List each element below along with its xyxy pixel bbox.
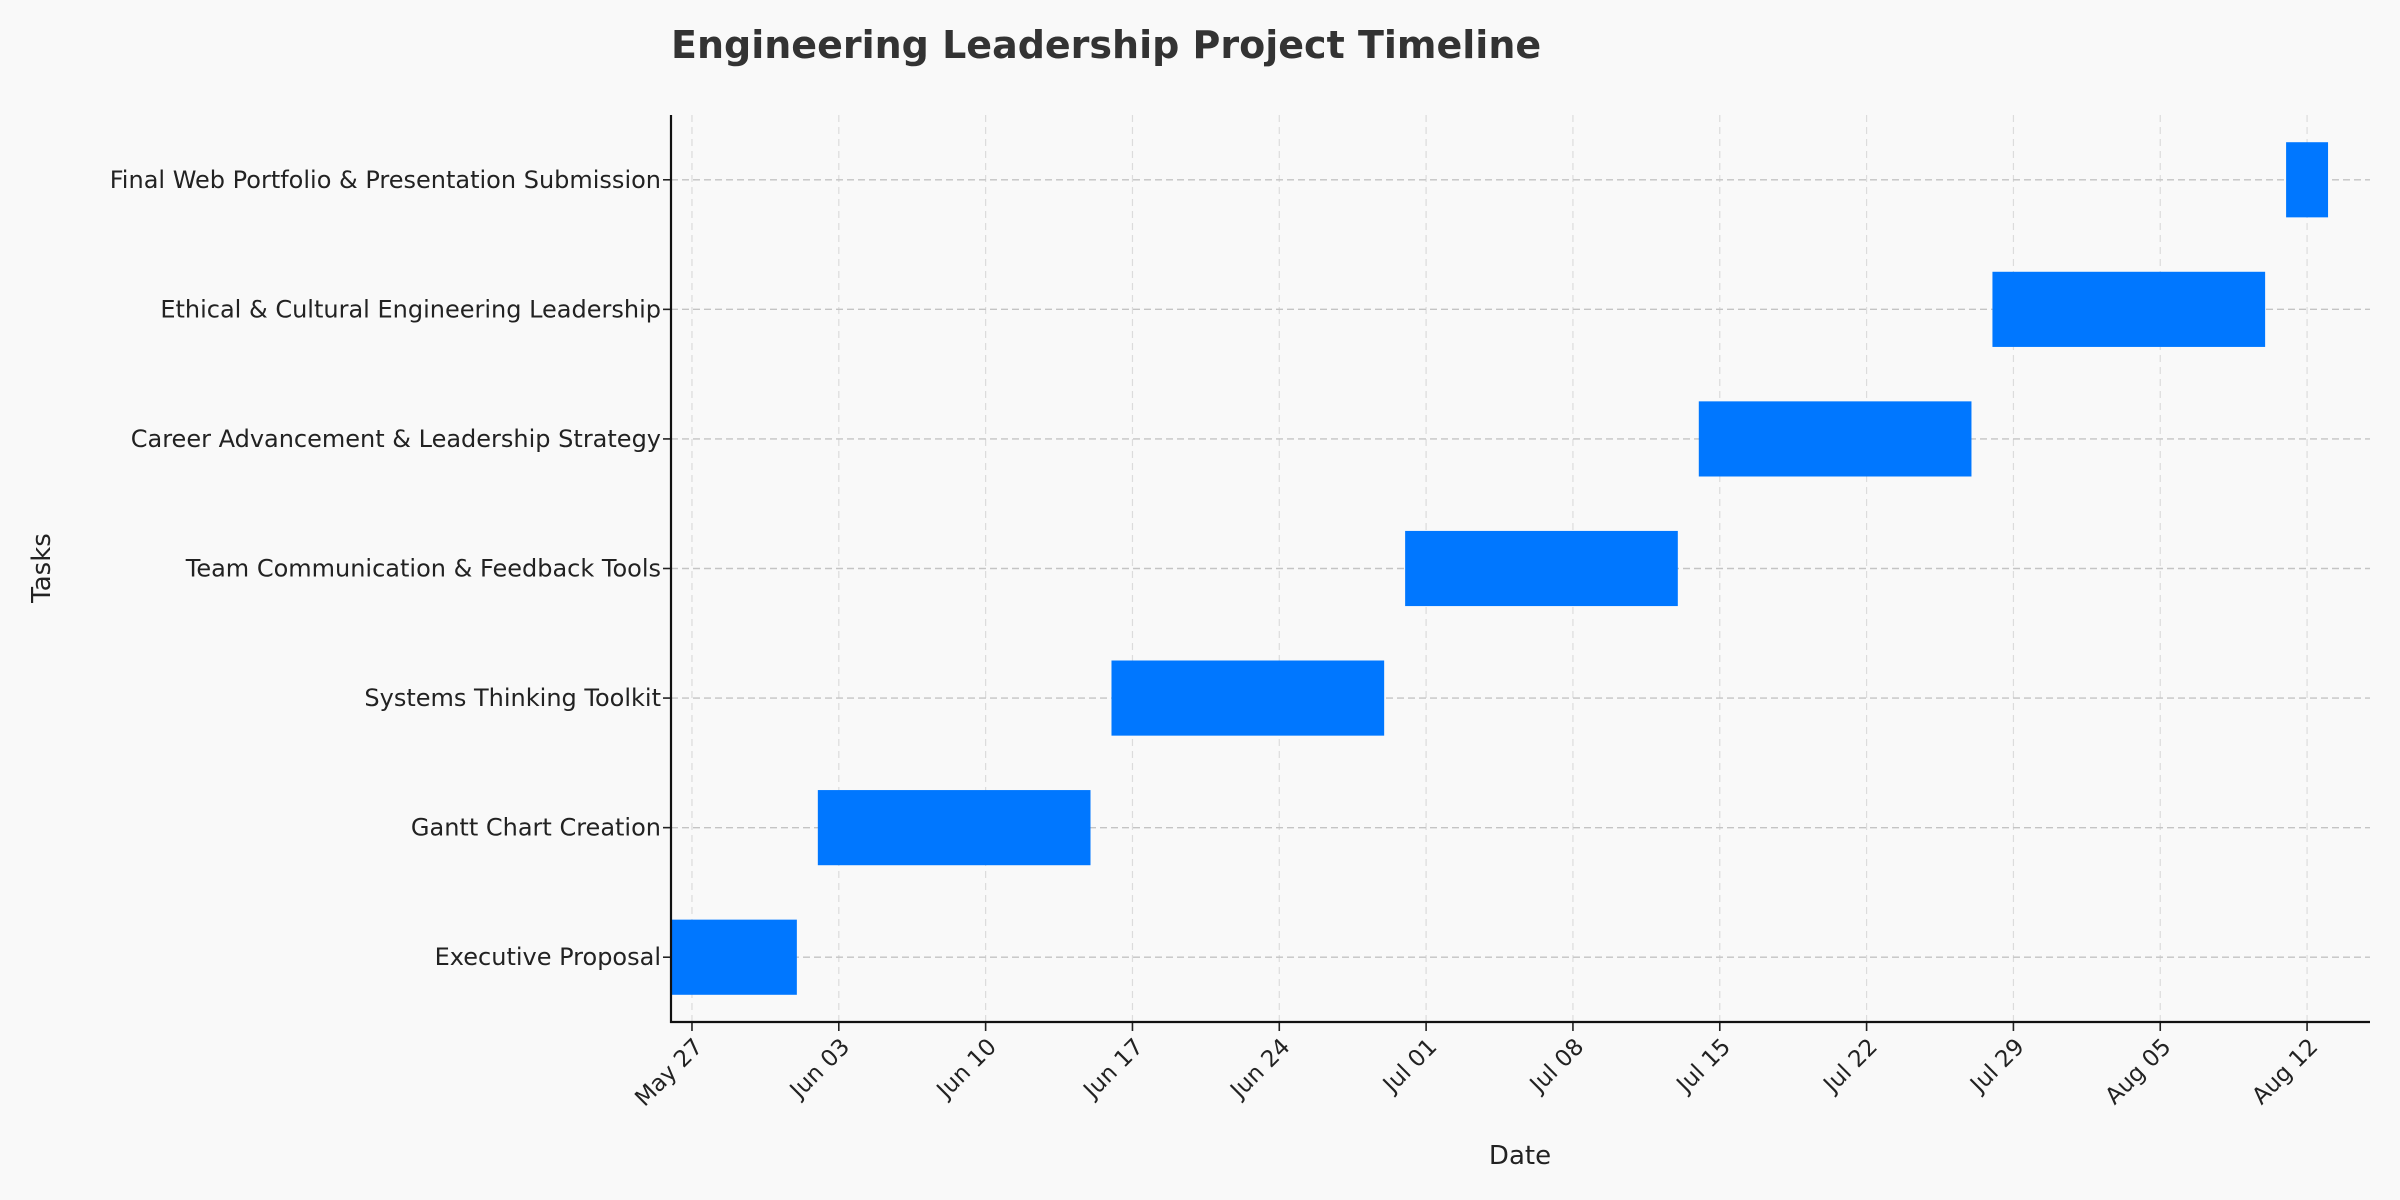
y-axis-label: Tasks [27, 533, 57, 604]
task-label: Executive Proposal [435, 943, 661, 971]
task-label: Team Communication & Feedback Tools [185, 555, 661, 583]
x-tick-label: Jun 10 [931, 1034, 1002, 1105]
task-label: Career Advancement & Leadership Strategy [131, 425, 661, 453]
x-tick-label: Jul 15 [1671, 1034, 1736, 1099]
task-label: Ethical & Cultural Engineering Leadershi… [160, 295, 661, 323]
task-labels: Executive Proposal Gantt Chart Creation Sy… [110, 166, 671, 971]
axes [669, 115, 2370, 1024]
task-bars [671, 142, 2329, 995]
x-tick-label: Jul 01 [1377, 1034, 1442, 1099]
task-bar [671, 919, 797, 995]
x-tick-label: Jun 24 [1224, 1034, 1295, 1105]
task-bar [1111, 660, 1385, 736]
task-bar [817, 790, 1091, 866]
x-tick-label: Aug 05 [2100, 1034, 2176, 1110]
x-tick-label: Jul 08 [1524, 1034, 1589, 1099]
task-label: Systems Thinking Toolkit [364, 684, 661, 712]
x-tick-label: Aug 12 [2247, 1034, 2323, 1110]
chart-title: Engineering Leadership Project Timeline [671, 23, 1541, 67]
x-tick-label: May 27 [630, 1034, 708, 1112]
task-label: Final Web Portfolio & Presentation Submi… [110, 166, 661, 194]
x-tick-label: Jun 03 [784, 1034, 855, 1105]
task-bar [1405, 530, 1678, 607]
task-bar [1698, 401, 1972, 477]
x-tick-label: Jul 22 [1818, 1034, 1883, 1099]
x-axis-label: Date [1489, 1141, 1551, 1171]
task-label: Gantt Chart Creation [411, 814, 661, 842]
task-bar [2286, 142, 2329, 218]
x-tick-label: Jun 17 [1078, 1034, 1149, 1105]
task-bar [1992, 271, 2266, 347]
x-tick-label: Jul 29 [1964, 1034, 2029, 1099]
date-ticks: May 27 Jun 03 Jun 10 Jun 17 Jun 24 Jul 01 Jul … [630, 1022, 2323, 1112]
